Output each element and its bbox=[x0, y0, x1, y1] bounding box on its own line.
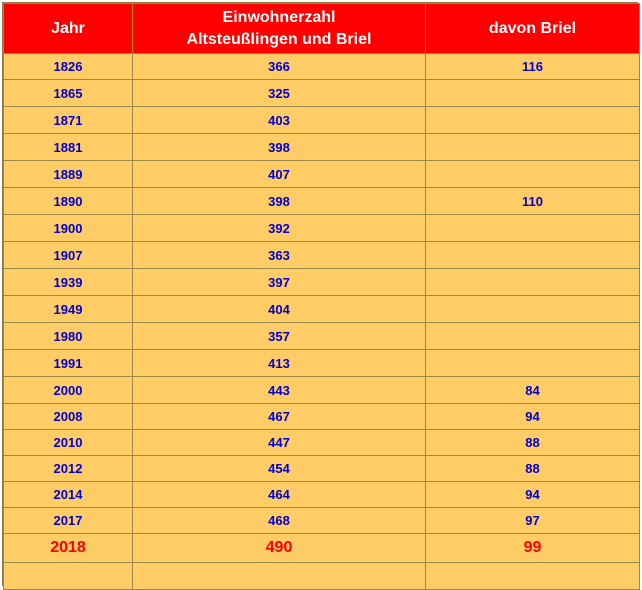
cell-einwohner: 398 bbox=[132, 187, 426, 215]
cell-briel bbox=[425, 322, 640, 350]
cell-jahr: 2012 bbox=[3, 455, 133, 482]
table-body: 1826 366 116 1865 325 1871 403 1881 398 … bbox=[3, 53, 640, 590]
table-row: 1991 413 bbox=[3, 349, 640, 377]
population-table: Jahr Einwohnerzahl Altsteußlingen und Br… bbox=[3, 3, 640, 590]
table-row: 1889 407 bbox=[3, 160, 640, 188]
cell-briel: 88 bbox=[425, 429, 640, 456]
table-row: 1907 363 bbox=[3, 241, 640, 269]
cell-briel: 88 bbox=[425, 455, 640, 482]
table-row: 2017 468 97 bbox=[3, 507, 640, 534]
cell-einwohner: 398 bbox=[132, 133, 426, 161]
table-row: 2014 464 94 bbox=[3, 481, 640, 508]
cell-einwohner: 397 bbox=[132, 268, 426, 296]
cell-jahr: 2000 bbox=[3, 376, 133, 404]
header-jahr: Jahr bbox=[3, 3, 133, 54]
header-einwohnerzahl-line2: Altsteußlingen und Briel bbox=[186, 30, 372, 48]
table-row: 2012 454 88 bbox=[3, 455, 640, 482]
cell-einwohner: 404 bbox=[132, 295, 426, 323]
cell-empty bbox=[3, 562, 133, 590]
cell-briel bbox=[425, 349, 640, 377]
cell-jahr: 1890 bbox=[3, 187, 133, 215]
cell-einwohner: 403 bbox=[132, 106, 426, 134]
header-einwohnerzahl: Einwohnerzahl Altsteußlingen und Briel bbox=[132, 3, 426, 54]
cell-briel: 99 bbox=[425, 533, 640, 563]
cell-jahr: 2018 bbox=[3, 533, 133, 563]
table-row: 1865 325 bbox=[3, 79, 640, 107]
cell-briel bbox=[425, 214, 640, 242]
cell-einwohner: 363 bbox=[132, 241, 426, 269]
table-row: 1980 357 bbox=[3, 322, 640, 350]
cell-briel bbox=[425, 160, 640, 188]
table-header-row: Jahr Einwohnerzahl Altsteußlingen und Br… bbox=[3, 3, 640, 54]
cell-jahr: 1889 bbox=[3, 160, 133, 188]
cell-einwohner: 468 bbox=[132, 507, 426, 534]
cell-jahr: 2008 bbox=[3, 403, 133, 430]
cell-jahr: 1949 bbox=[3, 295, 133, 323]
cell-jahr: 2014 bbox=[3, 481, 133, 508]
cell-jahr: 1980 bbox=[3, 322, 133, 350]
cell-briel bbox=[425, 241, 640, 269]
table-row-empty bbox=[3, 562, 640, 590]
cell-briel bbox=[425, 295, 640, 323]
cell-einwohner: 357 bbox=[132, 322, 426, 350]
table-row: 1881 398 bbox=[3, 133, 640, 161]
cell-einwohner: 464 bbox=[132, 481, 426, 508]
cell-einwohner: 447 bbox=[132, 429, 426, 456]
table-row: 1871 403 bbox=[3, 106, 640, 134]
cell-empty bbox=[425, 562, 640, 590]
table-row: 2010 447 88 bbox=[3, 429, 640, 456]
cell-jahr: 1871 bbox=[3, 106, 133, 134]
cell-briel bbox=[425, 133, 640, 161]
cell-einwohner: 454 bbox=[132, 455, 426, 482]
cell-briel: 97 bbox=[425, 507, 640, 534]
cell-briel bbox=[425, 106, 640, 134]
cell-jahr: 1900 bbox=[3, 214, 133, 242]
cell-jahr: 1991 bbox=[3, 349, 133, 377]
cell-briel: 84 bbox=[425, 376, 640, 404]
cell-jahr: 1865 bbox=[3, 79, 133, 107]
table-row-highlight: 2018 490 99 bbox=[3, 533, 640, 563]
cell-einwohner: 392 bbox=[132, 214, 426, 242]
cell-briel: 94 bbox=[425, 481, 640, 508]
table-row: 1890 398 110 bbox=[3, 187, 640, 215]
table-row: 1939 397 bbox=[3, 268, 640, 296]
cell-briel bbox=[425, 268, 640, 296]
cell-jahr: 2017 bbox=[3, 507, 133, 534]
cell-jahr: 2010 bbox=[3, 429, 133, 456]
cell-briel: 94 bbox=[425, 403, 640, 430]
cell-empty bbox=[132, 562, 426, 590]
cell-einwohner: 490 bbox=[132, 533, 426, 563]
cell-einwohner: 443 bbox=[132, 376, 426, 404]
cell-briel bbox=[425, 79, 640, 107]
table-row: 2000 443 84 bbox=[3, 376, 640, 404]
header-einwohnerzahl-line1: Einwohnerzahl bbox=[222, 8, 336, 26]
cell-jahr: 1881 bbox=[3, 133, 133, 161]
cell-jahr: 1826 bbox=[3, 53, 133, 80]
cell-briel: 110 bbox=[425, 187, 640, 215]
cell-jahr: 1907 bbox=[3, 241, 133, 269]
cell-einwohner: 325 bbox=[132, 79, 426, 107]
table-row: 1826 366 116 bbox=[3, 53, 640, 80]
cell-einwohner: 413 bbox=[132, 349, 426, 377]
header-davon-briel: davon Briel bbox=[425, 3, 640, 54]
table-row: 1900 392 bbox=[3, 214, 640, 242]
cell-einwohner: 467 bbox=[132, 403, 426, 430]
cell-einwohner: 366 bbox=[132, 53, 426, 80]
table-row: 1949 404 bbox=[3, 295, 640, 323]
cell-jahr: 1939 bbox=[3, 268, 133, 296]
cell-briel: 116 bbox=[425, 53, 640, 80]
table-row: 2008 467 94 bbox=[3, 403, 640, 430]
cell-einwohner: 407 bbox=[132, 160, 426, 188]
